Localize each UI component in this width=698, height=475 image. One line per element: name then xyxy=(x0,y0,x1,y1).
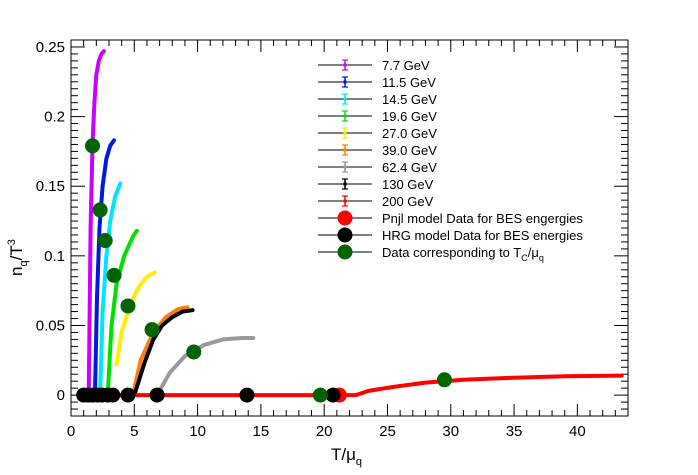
legend-label: 130 GeV xyxy=(382,177,434,192)
legend-marker xyxy=(337,244,353,260)
legend-label: HRG model Data for BES energies xyxy=(382,228,583,243)
legend-label: Pnjl model Data for BES engergies xyxy=(382,211,583,226)
legend-point xyxy=(343,165,347,169)
series-line xyxy=(131,305,190,398)
series-curves xyxy=(79,49,624,398)
legend-point xyxy=(343,131,347,135)
series-line xyxy=(79,373,624,398)
legend-point xyxy=(343,182,347,186)
y-axis-title: nq/T3 xyxy=(6,239,30,276)
x-tick-labels: 0 5 10 15 20 25 30 35 40 xyxy=(67,423,586,440)
data-point xyxy=(312,387,328,403)
legend-label: 200 GeV xyxy=(382,194,434,209)
legend-point xyxy=(343,148,347,152)
data-point xyxy=(436,372,452,388)
data-point xyxy=(120,298,136,314)
data-point xyxy=(149,387,165,403)
legend-label: 14.5 GeV xyxy=(382,92,437,107)
legend: 7.7 GeV 11.5 GeV 14.5 GeV 19.6 GeV 27.0 GeV 3… xyxy=(318,58,583,263)
data-point xyxy=(239,387,255,403)
data-point xyxy=(144,322,160,338)
marker-points xyxy=(76,138,452,403)
legend-label: 11.5 GeV xyxy=(382,75,436,90)
legend-marker xyxy=(337,227,353,243)
y-tick-label: 0.15 xyxy=(36,178,65,195)
y-tick-label: 0.2 xyxy=(44,109,65,126)
data-point xyxy=(186,344,202,360)
series-line xyxy=(114,270,157,367)
data-point xyxy=(106,267,122,283)
data-point xyxy=(97,233,113,249)
legend-label: 27.0 GeV xyxy=(382,126,437,141)
legend-point xyxy=(343,199,347,203)
legend-label: 39.0 GeV xyxy=(382,143,437,158)
x-tick-label: 35 xyxy=(506,423,523,440)
x-tick-label: 25 xyxy=(379,423,396,440)
data-point xyxy=(92,202,108,218)
legend-label: 7.7 GeV xyxy=(382,58,430,73)
x-tick-label: 20 xyxy=(316,423,333,440)
y-tick-label: 0.05 xyxy=(36,317,65,334)
y-tick-labels: 0 0.05 0.1 0.15 0.2 0.25 xyxy=(36,39,65,404)
data-point xyxy=(85,138,101,154)
legend-point xyxy=(343,80,347,84)
x-axis-title: T/μq xyxy=(331,445,362,468)
legend-point xyxy=(343,63,347,67)
x-tick-label: 40 xyxy=(569,423,586,440)
x-tick-label: 15 xyxy=(253,423,270,440)
data-point xyxy=(325,387,341,403)
y-tick-label: 0.25 xyxy=(36,39,65,56)
legend-label: 19.6 GeV xyxy=(382,109,437,124)
x-tick-label: 10 xyxy=(189,423,206,440)
legend-point xyxy=(343,114,347,118)
series-line xyxy=(155,336,256,398)
axis-ticks xyxy=(70,40,628,417)
legend-label: Data corresponding to TC/μq xyxy=(382,245,544,263)
x-tick-label: 30 xyxy=(442,423,459,440)
legend-label: 62.4 GeV xyxy=(382,160,437,175)
data-point xyxy=(120,387,136,403)
series-line xyxy=(132,308,195,398)
legend-marker xyxy=(337,210,353,226)
series-line xyxy=(105,228,139,398)
series-line xyxy=(93,138,116,391)
legend-point xyxy=(343,97,347,101)
y-tick-label: 0.1 xyxy=(44,248,65,265)
y-tick-label: 0 xyxy=(57,387,65,404)
x-tick-label: 5 xyxy=(130,423,138,440)
x-tick-label: 0 xyxy=(67,423,75,440)
data-point xyxy=(105,387,121,403)
series-line xyxy=(86,49,106,398)
